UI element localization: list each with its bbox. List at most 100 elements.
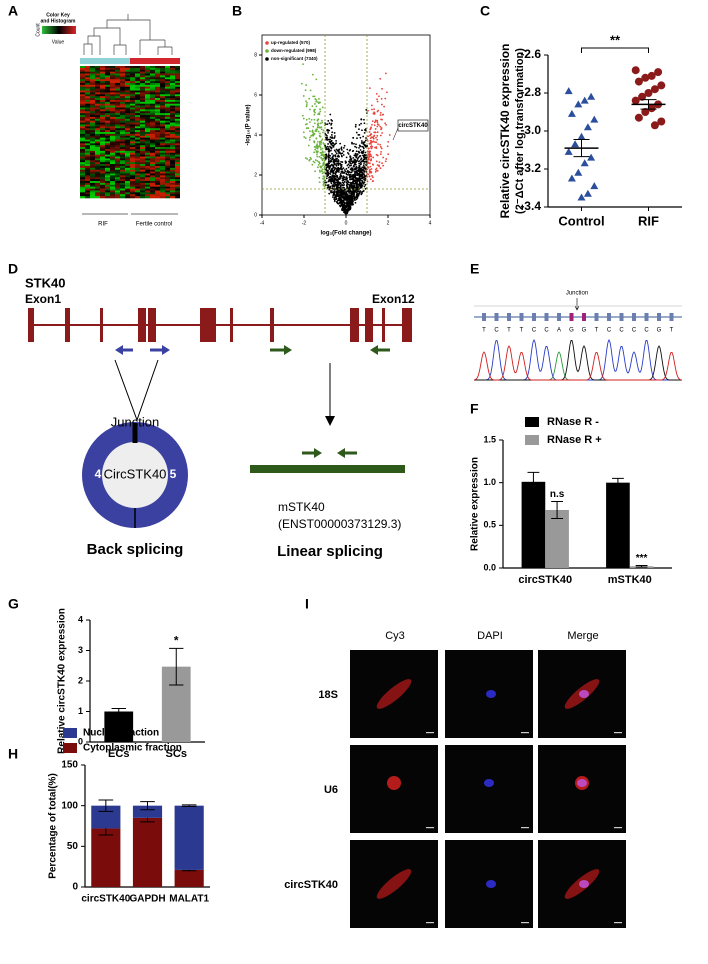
heatmap-cell [160,188,165,191]
micrograph [445,745,533,833]
gene-point [361,129,363,132]
gene-point [355,143,357,146]
heatmap-cell [120,190,125,193]
gene-point [350,158,353,160]
heatmap-cell [120,86,125,89]
heatmap-cell [100,77,105,80]
heatmap-cell [110,171,115,174]
heatmap-cell [170,130,175,133]
heatmap-cell [95,186,100,189]
heatmap-cell [140,181,145,184]
transcript-name: mSTK40 [278,500,325,514]
heatmap-cell [95,86,100,89]
heatmap-cell [90,111,95,114]
heatmap-cell [130,73,135,76]
gene-point [317,150,319,153]
heatmap-cell [110,111,115,114]
heatmap-cell [115,103,120,106]
gene-point [381,113,384,116]
heatmap-cell [95,71,100,74]
gene-point [327,180,330,182]
gene-point [364,144,366,146]
heatmap-cell [145,147,150,150]
gene-point [354,186,357,189]
heatmap-cell [175,98,180,101]
heatmap-cell [155,182,160,186]
gene-point [334,172,337,174]
heatmap-cell [175,86,180,89]
gene-point [378,161,381,164]
heatmap-cell [135,115,140,118]
heatmap-cell [110,86,115,89]
heatmap-cell [110,101,115,105]
heatmap-cell [80,152,85,155]
heatmap-cell [85,103,90,106]
heatmap-cell [130,147,135,150]
gene-point [321,119,323,122]
heatmap-cell [80,132,85,135]
heatmap-cell [175,152,180,155]
heatmap-cell [175,113,180,116]
heatmap-cell [165,139,170,142]
heatmap-cell [145,143,150,146]
heatmap-cell [95,99,100,103]
gene-point [332,185,335,188]
heatmap-cell [100,69,105,72]
gene-point [340,154,343,157]
heatmap-cell [155,177,160,180]
exon [230,308,233,342]
gene-point [359,190,362,192]
heatmap-cell [135,94,140,97]
heatmap-cell [170,90,175,93]
heatmap-cell [100,148,105,152]
gene-point [357,160,360,163]
heatmap-cell [90,167,95,171]
gene-point [329,140,331,143]
legend-label: Nuclear fraction [83,728,159,739]
x-tick-label: 2 [387,220,390,226]
gene-point [378,165,381,168]
gene-point [347,209,350,212]
heatmap-cell [120,162,125,165]
gene-point [336,176,339,179]
gene-point [359,161,362,164]
heatmap-cell [80,107,85,110]
dendrogram [83,14,173,55]
gene-point [322,154,325,157]
gene-point [337,180,340,183]
heatmap-cell [135,126,140,129]
heatmap-cell [130,196,135,199]
heatmap-cell [110,118,115,121]
heatmap-cell [135,169,140,172]
heatmap-cell [175,135,180,138]
heatmap-cell [120,154,125,157]
heatmap-cell [85,171,90,174]
heatmap-cell [125,154,130,157]
heatmap-cell [150,98,155,101]
heatmap-cell [100,150,105,154]
heatmap-cell [170,105,175,108]
gene-point [305,100,307,103]
heatmap-cell [100,181,105,184]
heatmap-cell [100,175,105,178]
gene-point [352,200,354,202]
heatmap-cell [160,137,165,140]
heatmap-cell [115,113,120,116]
heatmap-cell [125,145,130,148]
heatmap-cell [85,126,90,129]
heatmap-cell [80,81,85,84]
heatmap-cell [150,175,155,178]
heatmap-cell [110,73,115,76]
heatmap-cell [130,162,135,165]
heatmap-cell [85,105,90,108]
heatmap-cell [95,194,100,197]
heatmap-cell [135,128,140,131]
gene-point [346,190,348,192]
heatmap-cell [125,82,130,86]
gene-point [331,158,334,161]
heatmap-cell [155,148,160,152]
heatmap-cell [145,188,150,191]
gene-point [352,160,355,162]
heatmap-cell [120,165,125,169]
gene-point [348,188,350,191]
